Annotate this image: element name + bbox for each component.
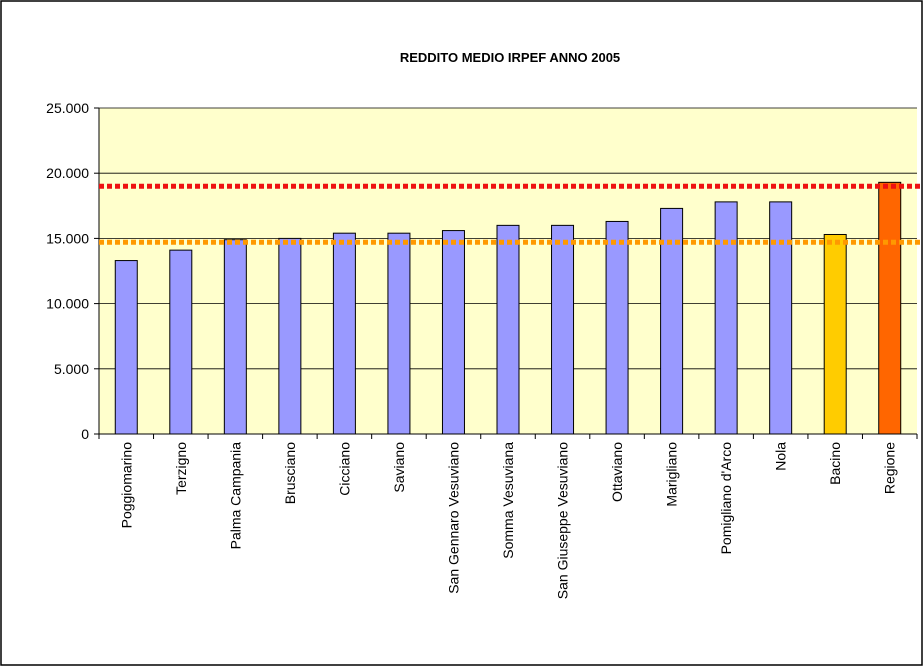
- y-tick-label: 10.000: [46, 296, 89, 312]
- bar: [605, 220, 629, 435]
- bar: [441, 230, 465, 435]
- x-tick-label: Saviano: [391, 442, 407, 493]
- bar: [769, 201, 793, 435]
- bar: [278, 237, 302, 435]
- bar: [660, 207, 684, 435]
- y-tick-label: 15.000: [46, 230, 89, 246]
- x-tick-label: Terzigno: [173, 442, 189, 495]
- bar: [169, 249, 193, 435]
- x-tick-label: Marigliano: [664, 442, 680, 507]
- y-tick-label: 20.000: [46, 165, 89, 181]
- x-tick-label: Pomigliano d'Arco: [718, 442, 734, 555]
- bar: [114, 260, 138, 435]
- bar: [387, 232, 411, 435]
- x-tick-label: Palma Campania: [227, 442, 243, 550]
- x-tick-label: Regione: [882, 442, 898, 494]
- y-tick-label: 25.000: [46, 100, 89, 116]
- bar: [496, 224, 520, 435]
- y-tick-label: 0: [81, 426, 89, 442]
- x-tick-label: Somma Vesuviana: [500, 442, 516, 559]
- y-tick-label: 5.000: [54, 361, 89, 377]
- x-tick-label: Bacino: [827, 442, 843, 485]
- bar: [878, 181, 902, 435]
- bar: [223, 239, 247, 435]
- x-tick-label: Ottaviano: [609, 442, 625, 502]
- bar: [332, 232, 356, 435]
- bar: [823, 233, 847, 435]
- x-tick-label: Brusciano: [282, 442, 298, 504]
- chart-title: REDDITO MEDIO IRPEF ANNO 2005: [400, 50, 620, 65]
- x-tick-label: Poggiomarino: [118, 442, 134, 529]
- x-tick-label: Cicciano: [336, 442, 352, 496]
- bar: [714, 201, 738, 435]
- x-tick-label: San Giuseppe Vesuviano: [555, 442, 571, 599]
- x-tick-label: Nola: [773, 442, 789, 471]
- bar: [551, 224, 575, 435]
- x-tick-label: San Gennaro Vesuviano: [445, 442, 461, 594]
